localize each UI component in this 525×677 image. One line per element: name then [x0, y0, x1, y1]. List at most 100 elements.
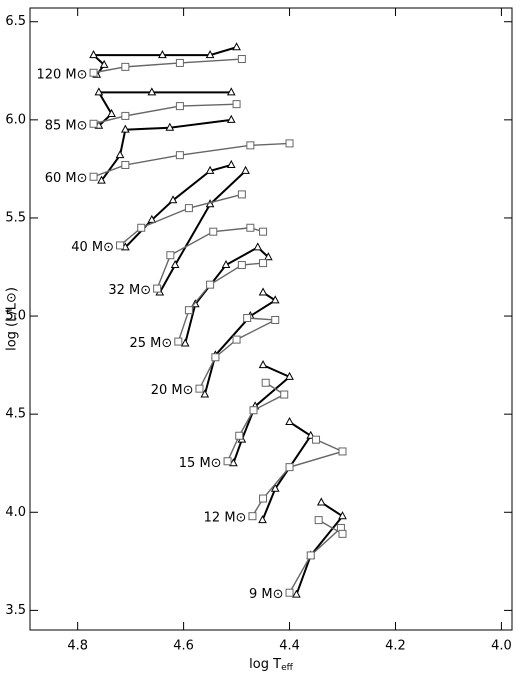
triangle-marker: [165, 122, 175, 131]
square-marker: [280, 390, 289, 399]
x-label-main: log T: [249, 657, 281, 672]
y-tick-label: 4.5: [5, 407, 26, 422]
square-marker: [175, 151, 184, 160]
triangle-marker: [316, 497, 326, 506]
track-line: [198, 317, 278, 389]
track-line: [261, 421, 313, 521]
square-marker: [232, 100, 241, 109]
square-marker: [184, 306, 193, 315]
square-marker: [184, 204, 193, 213]
triangle-marker: [292, 589, 301, 598]
triangle-marker: [229, 458, 238, 467]
track-line: [119, 193, 243, 246]
square-marker: [195, 384, 204, 393]
triangle-marker: [115, 150, 125, 159]
square-marker: [312, 435, 321, 444]
square-marker: [89, 68, 98, 77]
x-tick-label: 4.8: [67, 639, 88, 654]
square-marker: [259, 494, 268, 503]
mass-label: 20 M⊙: [151, 383, 194, 398]
square-marker: [259, 227, 268, 236]
triangle-marker: [205, 165, 215, 174]
triangle-marker: [338, 511, 347, 520]
triangle-marker: [226, 114, 236, 123]
square-marker: [175, 58, 184, 67]
square-marker: [338, 529, 347, 538]
square-marker: [237, 190, 246, 199]
triangle-marker: [147, 214, 157, 223]
square-marker: [211, 353, 220, 362]
x-axis-label: log Teff: [249, 657, 293, 673]
triangle-marker: [180, 338, 190, 347]
triangle-marker: [270, 295, 280, 304]
triangle-marker: [205, 50, 215, 59]
square-marker: [153, 284, 162, 293]
track-line: [93, 58, 242, 74]
square-marker: [237, 55, 246, 64]
square-marker: [243, 314, 252, 323]
triangle-marker: [168, 195, 178, 204]
track-line: [158, 170, 247, 293]
y-tick-label: 6.0: [5, 112, 26, 127]
y-tick-label: 4.0: [5, 505, 26, 520]
square-marker: [246, 223, 255, 232]
mass-label: 25 M⊙: [130, 336, 173, 351]
square-marker: [209, 227, 218, 236]
triangle-marker: [97, 175, 106, 184]
square-marker: [338, 447, 347, 456]
triangle-marker: [253, 242, 263, 251]
y-axis-label: log (L/L⊙): [5, 287, 20, 351]
y-tick-label: 5.0: [5, 309, 26, 324]
y-tick-label: 6.5: [5, 14, 26, 29]
square-marker: [223, 457, 232, 466]
triangle-marker: [158, 50, 167, 59]
square-marker: [121, 62, 130, 71]
x-tick-label: 4.6: [173, 639, 194, 654]
square-marker: [314, 516, 323, 525]
x-tick-label: 4.2: [385, 639, 406, 654]
triangle-marker: [285, 371, 294, 380]
square-marker: [232, 335, 241, 344]
triangle-marker: [226, 159, 236, 168]
mass-label: 9 M⊙: [249, 587, 284, 602]
mass-label: 40 M⊙: [71, 240, 114, 255]
square-marker: [259, 259, 268, 268]
track-line: [251, 439, 345, 517]
triangle-marker: [170, 259, 180, 269]
mass-label: 60 M⊙: [45, 171, 88, 186]
track-line: [226, 382, 286, 462]
square-marker: [206, 280, 215, 289]
square-marker: [285, 463, 294, 472]
mass-label: 120 M⊙: [36, 67, 87, 82]
triangle-marker: [99, 59, 109, 68]
track-line: [232, 364, 292, 464]
square-marker: [306, 551, 315, 560]
mass-label: 85 M⊙: [45, 118, 88, 133]
triangle-marker: [107, 108, 116, 117]
triangle-marker: [94, 87, 104, 96]
plot-frame: [29, 7, 513, 631]
square-marker: [174, 337, 183, 346]
square-marker: [249, 406, 258, 415]
track-line: [93, 142, 290, 178]
triangle-marker: [241, 165, 250, 174]
track-line: [288, 519, 344, 594]
mass-label: 12 M⊙: [204, 511, 247, 526]
triangle-marker: [285, 416, 294, 426]
square-marker: [116, 241, 125, 250]
square-marker: [89, 172, 98, 181]
triangle-marker: [264, 252, 273, 261]
triangle-marker: [258, 287, 268, 296]
triangle-marker: [147, 87, 157, 96]
triangle-marker: [89, 50, 98, 59]
triangle-marker: [121, 124, 130, 133]
square-marker: [237, 261, 246, 270]
y-tick-label: 5.5: [5, 210, 26, 225]
square-marker: [121, 160, 130, 169]
triangle-marker: [270, 483, 280, 492]
triangle-marker: [232, 42, 241, 51]
triangle-marker: [226, 87, 236, 96]
x-label-sub: eff: [281, 663, 294, 673]
